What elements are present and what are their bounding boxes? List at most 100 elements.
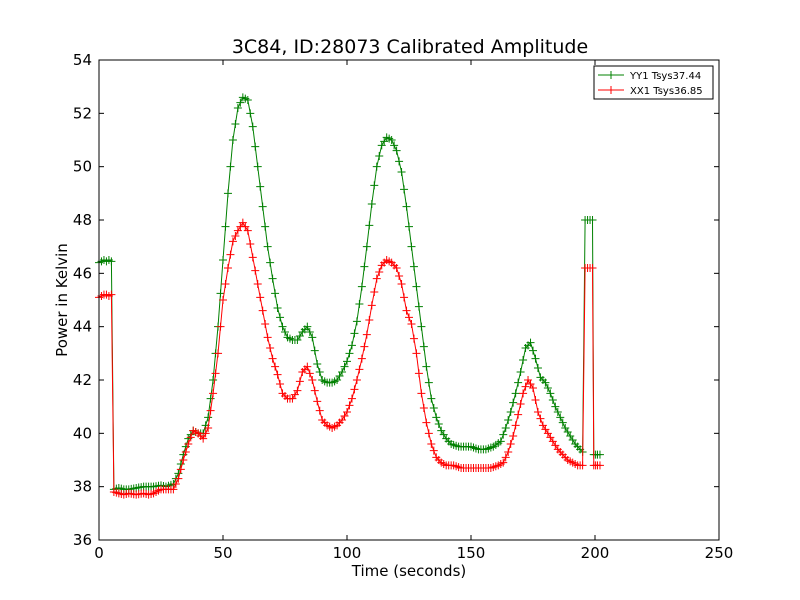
data-point (253, 280, 262, 288)
data-point (204, 424, 213, 432)
data-point (551, 441, 560, 450)
data-point (350, 385, 359, 394)
data-point (288, 394, 297, 403)
data-point (578, 461, 587, 470)
data-point (541, 378, 550, 387)
data-point (529, 346, 537, 355)
data-point (281, 328, 289, 336)
data-point (186, 433, 195, 442)
data-point (310, 346, 319, 355)
data-point (360, 262, 369, 271)
data-point (429, 404, 438, 412)
data-point (434, 420, 443, 428)
data-point (253, 162, 262, 171)
data-point (256, 293, 265, 302)
data-point (209, 389, 218, 398)
y-tick-label: 48 (73, 211, 92, 229)
data-point (519, 356, 528, 364)
data-point (258, 202, 267, 211)
data-point (588, 216, 597, 224)
data-point (538, 421, 547, 430)
data-point (541, 425, 550, 434)
data-point (556, 413, 565, 422)
series-yy1 (95, 93, 604, 494)
data-point (432, 413, 441, 422)
data-point (179, 456, 188, 464)
data-point (551, 402, 560, 411)
data-point (347, 341, 356, 350)
data-point (533, 364, 542, 372)
data-point (414, 369, 423, 378)
data-point (501, 424, 510, 432)
data-point (273, 304, 282, 312)
data-point (258, 306, 267, 315)
series-xx1 (95, 218, 604, 499)
series-line (98, 96, 600, 490)
data-point (206, 406, 215, 415)
data-point (548, 437, 557, 446)
data-point (375, 268, 384, 276)
legend-marker (607, 86, 615, 94)
data-point (204, 413, 213, 422)
data-point (308, 333, 317, 342)
data-point (370, 181, 379, 190)
data-point (543, 384, 552, 392)
data-point (553, 408, 562, 416)
legend: YY1 Tsys37.44 XX1 Tsys36.85 (593, 65, 714, 100)
data-point (266, 344, 275, 352)
x-tick-label: 200 (581, 544, 610, 562)
data-point (221, 280, 230, 288)
data-point (261, 222, 270, 231)
data-point (372, 162, 381, 171)
data-point (548, 396, 557, 404)
data-point (223, 189, 232, 198)
data-point (424, 429, 433, 438)
x-tick-label: 250 (705, 544, 734, 562)
data-point (201, 429, 210, 438)
data-point (514, 378, 523, 387)
data-point (226, 162, 235, 171)
data-point (246, 109, 255, 118)
data-point (243, 96, 252, 104)
data-point (228, 136, 237, 144)
data-point (367, 200, 376, 208)
data-point (219, 256, 227, 264)
data-point (546, 389, 555, 398)
data-point (261, 320, 270, 328)
data-point (392, 264, 401, 272)
data-point (424, 378, 433, 387)
data-point (184, 440, 193, 448)
data-point (315, 406, 324, 415)
data-point (400, 293, 409, 302)
data-point (303, 322, 312, 331)
data-point (496, 437, 505, 446)
data-point (305, 369, 314, 378)
data-point (405, 313, 413, 322)
data-point (529, 384, 537, 392)
data-point (533, 408, 542, 416)
data-point (107, 257, 116, 266)
data-point (422, 362, 431, 371)
data-point (308, 376, 317, 384)
data-point (313, 360, 322, 368)
data-point (526, 338, 535, 347)
data-point (504, 448, 513, 456)
data-point (216, 289, 225, 298)
data-point (546, 433, 555, 442)
data-point (290, 390, 299, 399)
data-point (397, 280, 406, 288)
data-point (412, 282, 421, 291)
y-tick-label: 54 (73, 51, 92, 69)
data-point (409, 334, 418, 343)
data-point (343, 357, 351, 366)
data-point (246, 240, 255, 248)
data-point (251, 142, 260, 151)
data-point (350, 329, 359, 338)
x-tick-label: 0 (94, 544, 104, 562)
data-point (347, 394, 356, 403)
x-tick-label: 100 (333, 544, 362, 562)
data-point (370, 288, 379, 296)
data-point (588, 264, 597, 272)
data-point (263, 333, 272, 342)
data-point (427, 394, 436, 403)
